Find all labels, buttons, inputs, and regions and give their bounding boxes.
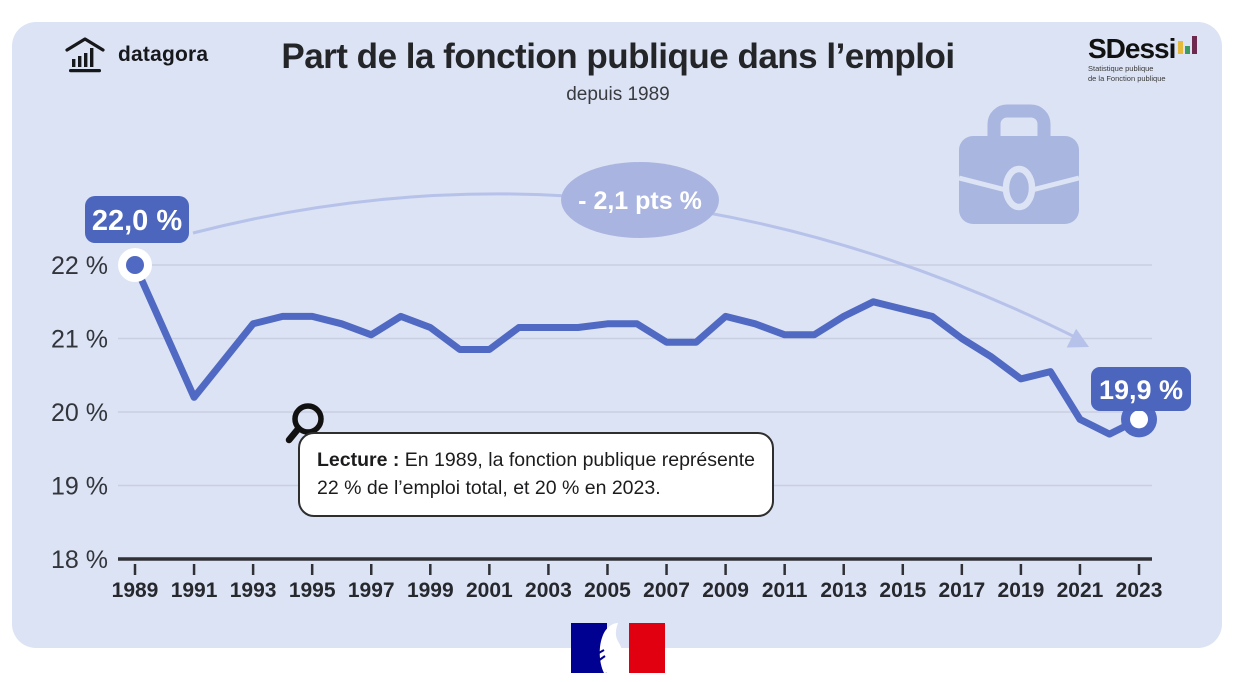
- start-value-label: 22,0 %: [92, 205, 182, 237]
- page-subtitle: depuis 1989: [566, 83, 670, 105]
- x-tick-label: 1989: [112, 579, 159, 602]
- end-point-core: [1130, 410, 1149, 429]
- sdessi-name: SDessi: [1088, 33, 1176, 64]
- lecture-label: Lecture :: [317, 449, 400, 471]
- lecture-line2: 22 % de l’emploi total, et 20 % en 2023.: [317, 476, 661, 499]
- brand-name: datagora: [118, 43, 209, 66]
- change-bubble: [561, 162, 719, 238]
- x-tick-label: 2019: [998, 579, 1045, 602]
- y-axis-label: 22 %: [51, 252, 108, 280]
- x-tick-label: 2017: [938, 579, 985, 602]
- datagora-bank-chart-icon: [65, 37, 105, 73]
- x-tick-label: 2015: [879, 579, 926, 602]
- sdessi-tagline: Statistique publique de la Fonction publ…: [1088, 64, 1166, 83]
- trend-arrowhead: [1066, 328, 1089, 348]
- lecture-annotation: Lecture : En 1989, la fonction publique …: [298, 432, 774, 518]
- change-bubble-label: - 2,1 pts %: [578, 187, 702, 215]
- x-tick-label: 2011: [762, 579, 808, 602]
- start-value-label-box: [85, 196, 189, 243]
- briefcase-icon: [958, 104, 1080, 224]
- end-value-label-box: [1091, 367, 1191, 411]
- end-value-label: 19,9 %: [1099, 375, 1183, 405]
- x-tick-label: 1993: [230, 579, 277, 602]
- page-title: Part de la fonction publique dans l’empl…: [281, 37, 955, 76]
- x-tick-label: 1997: [348, 579, 395, 602]
- x-tick-label: 2001: [466, 579, 513, 602]
- y-axis-label: 18 %: [51, 546, 108, 574]
- datagora-logo: datagora: [64, 36, 208, 74]
- french-government-marianne-logo: [571, 623, 665, 673]
- y-axis-label: 20 %: [51, 399, 108, 427]
- x-tick-label: 1999: [407, 579, 454, 602]
- x-tick-label: 1995: [289, 579, 336, 602]
- x-tick-label: 2007: [643, 579, 690, 602]
- sdessi-bars-icon: [1178, 36, 1198, 54]
- x-tick-label: 1991: [171, 579, 218, 602]
- y-axis-label: 21 %: [51, 326, 108, 354]
- infographic-card: [12, 22, 1222, 648]
- lecture-line1: En 1989, la fonction publique représente: [404, 449, 755, 471]
- chart-header: Part de la fonction publique dans l’empl…: [0, 37, 1236, 106]
- x-tick-label: 2005: [584, 579, 631, 602]
- start-point: [126, 256, 144, 274]
- x-tick-label: 2023: [1116, 579, 1163, 602]
- sdessi-logo: SDessi Statistique publique de la Foncti…: [1088, 33, 1218, 84]
- y-axis-label: 19 %: [51, 473, 108, 501]
- x-tick-label: 2013: [820, 579, 867, 602]
- x-tick-label: 2021: [1057, 579, 1104, 602]
- x-tick-label: 2009: [702, 579, 749, 602]
- data-line: [131, 261, 1143, 438]
- x-tick-label: 2003: [525, 579, 572, 602]
